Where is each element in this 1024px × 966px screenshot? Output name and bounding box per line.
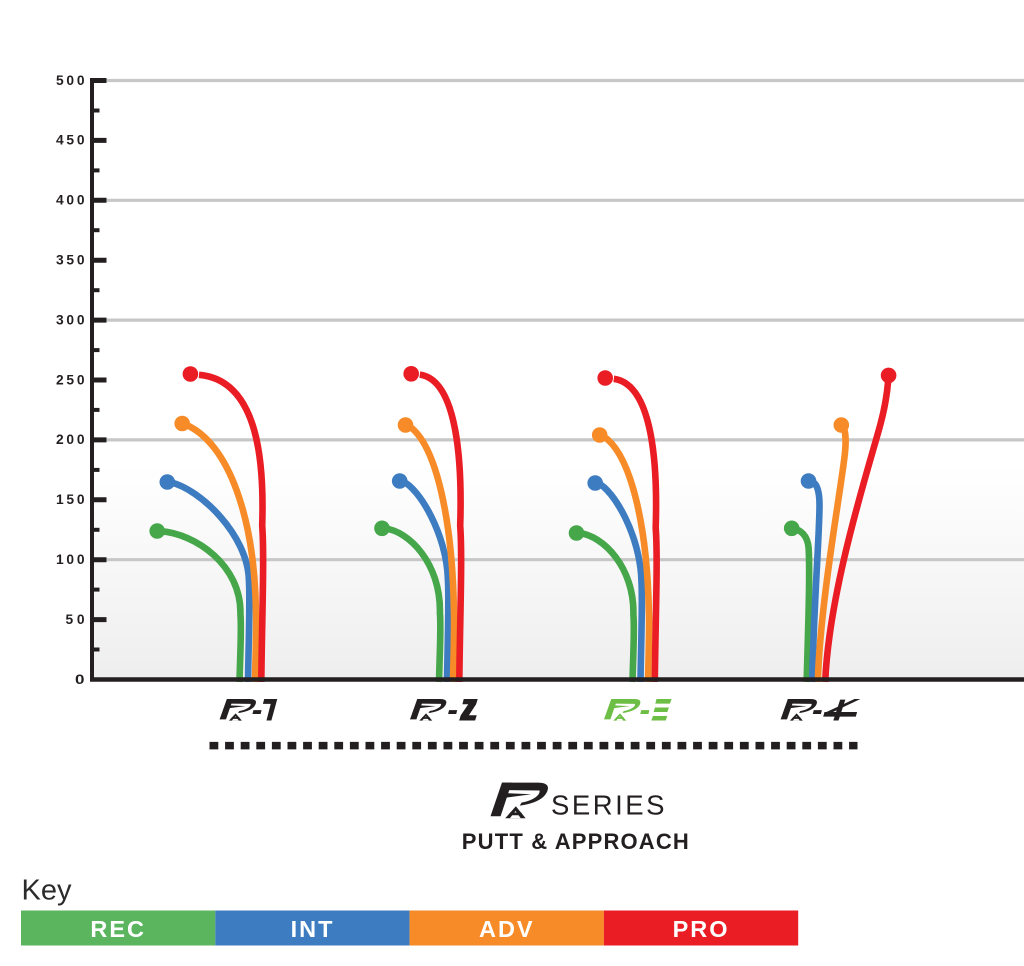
svg-text:SERIES: SERIES	[551, 790, 665, 821]
svg-text:350: 350	[56, 253, 85, 268]
svg-text:450: 450	[56, 133, 85, 148]
svg-text:250: 250	[56, 372, 85, 387]
svg-text:PRO: PRO	[673, 916, 730, 942]
svg-text:ADV: ADV	[479, 916, 535, 942]
svg-text:50: 50	[66, 612, 85, 627]
svg-text:150: 150	[56, 492, 85, 507]
svg-text:100: 100	[56, 552, 85, 567]
svg-text:INT: INT	[291, 916, 335, 942]
svg-text:REC: REC	[90, 916, 146, 942]
svg-text:300: 300	[56, 312, 85, 327]
svg-text:400: 400	[56, 193, 85, 208]
svg-text:0: 0	[75, 672, 85, 687]
svg-text:PUTT & APPROACH: PUTT & APPROACH	[462, 829, 689, 854]
svg-text:Key: Key	[22, 875, 72, 907]
svg-text:500: 500	[56, 73, 85, 88]
svg-text:200: 200	[56, 432, 85, 447]
